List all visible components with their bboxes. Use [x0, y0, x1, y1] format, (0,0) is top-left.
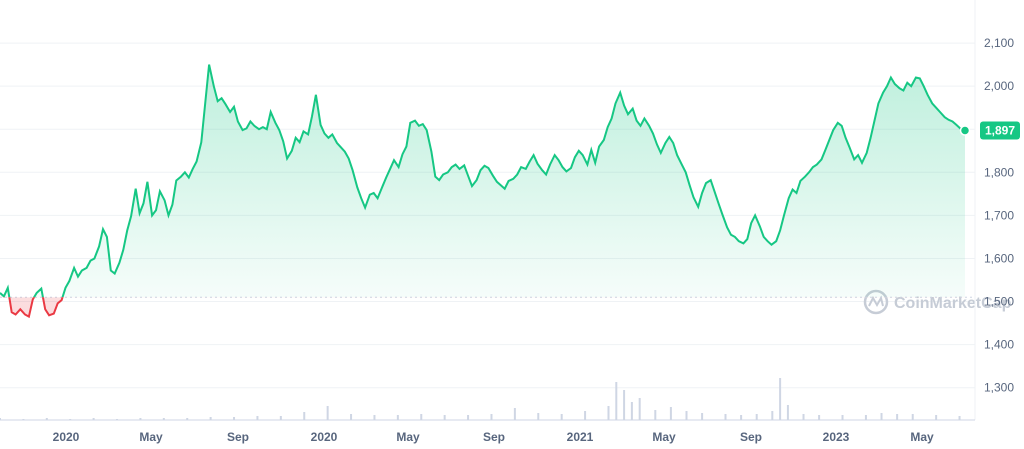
volume-bar	[880, 413, 883, 420]
x-tick-label: 2020	[53, 430, 80, 444]
volume-bar	[740, 415, 743, 420]
volume-bar	[162, 418, 165, 420]
volume-bar	[958, 416, 961, 420]
price-line-up	[0, 64, 966, 298]
volume-bar	[326, 406, 329, 420]
volume-bar	[802, 414, 805, 420]
volume-bar	[864, 415, 867, 420]
volume-bar	[396, 415, 399, 420]
volume-bar	[233, 417, 236, 420]
x-tick-label: Sep	[227, 430, 249, 444]
y-tick-label: 1,500	[984, 295, 1014, 309]
volume-bar	[786, 405, 789, 420]
volume-bar	[45, 418, 48, 420]
x-tick-label: May	[139, 430, 163, 444]
volume-bar	[584, 411, 587, 420]
volume-bar	[92, 418, 95, 420]
volume-bar	[615, 382, 618, 420]
x-tick-label: May	[910, 430, 934, 444]
y-tick-label: 1,700	[984, 208, 1014, 222]
volume-bar	[724, 414, 727, 420]
volume-bar	[779, 378, 782, 420]
watermark-text: CoinMarketCap	[894, 295, 1012, 312]
x-tick-label: May	[652, 430, 676, 444]
current-price-badge	[980, 121, 1020, 140]
volume-bar	[420, 414, 423, 420]
volume-bar	[841, 415, 844, 420]
y-tick-label: 1,400	[984, 338, 1014, 352]
volume-bar	[513, 408, 516, 420]
current-price-label: 1,897	[985, 124, 1015, 138]
volume-bar	[818, 415, 821, 420]
volume-bar	[350, 414, 353, 420]
volume-bar	[623, 390, 626, 420]
x-axis: 2020 May Sep 2020 May Sep 2021 May Sep 2023 May	[53, 430, 934, 444]
volume-bar	[607, 406, 610, 420]
volume-bar	[209, 417, 212, 420]
volume-bar	[630, 402, 633, 420]
volume-bar	[490, 414, 493, 420]
volume-bar	[139, 418, 142, 420]
x-tick-label: May	[396, 430, 420, 444]
current-price-dot	[959, 125, 971, 136]
volume-bar	[896, 414, 899, 420]
volume-bar	[685, 411, 688, 420]
y-axis: 1,3001,4001,5001,6001,7001,8001,9002,000…	[984, 36, 1014, 395]
y-tick-label: 1,800	[984, 165, 1014, 179]
volume-bar	[654, 410, 657, 420]
volume-bar	[911, 414, 914, 420]
coinmarketcap-logo-mark	[868, 295, 884, 308]
volume-bar	[256, 416, 259, 420]
volume-bar	[279, 416, 282, 420]
volume-bar	[373, 415, 376, 420]
y-tick-label: 2,000	[984, 79, 1014, 93]
volume-bar	[755, 414, 758, 420]
x-tick-label: Sep	[740, 430, 762, 444]
volume-bar	[303, 412, 306, 420]
volume-bar	[467, 415, 470, 420]
volume-bar	[443, 415, 446, 420]
volume-bar	[560, 414, 563, 420]
x-tick-label: 2023	[823, 430, 850, 444]
y-tick-label: 1,300	[984, 381, 1014, 395]
volume-bar	[669, 407, 672, 420]
x-tick-label: 2021	[567, 430, 594, 444]
y-tick-label: 2,100	[984, 36, 1014, 50]
current-price-marker: 1,897	[959, 121, 1020, 140]
volume-bar	[186, 418, 189, 420]
volume-bars	[0, 378, 961, 420]
volume-bar	[537, 413, 540, 420]
x-tick-label: Sep	[483, 430, 505, 444]
volume-bar	[771, 411, 774, 420]
volume-bar	[701, 413, 704, 420]
volume-bar	[935, 415, 938, 420]
x-tick-label: 2020	[311, 430, 338, 444]
y-tick-label: 1,600	[984, 251, 1014, 265]
volume-bar	[638, 398, 641, 420]
volume-bar	[0, 418, 1, 420]
area-fill-up	[0, 64, 965, 298]
